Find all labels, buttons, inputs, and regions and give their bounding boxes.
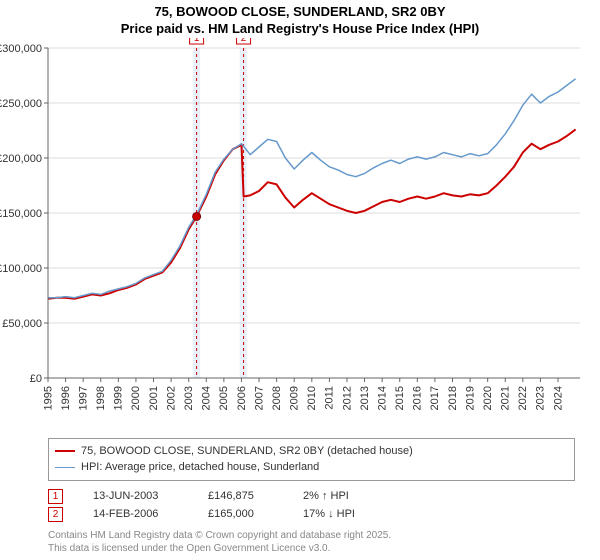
x-tick-label: 1998 [95,386,107,410]
title-line-1: 75, BOWOOD CLOSE, SUNDERLAND, SR2 0BY [0,4,600,21]
annotation-pct: 2% ↑ HPI [303,487,393,506]
legend-row: 75, BOWOOD CLOSE, SUNDERLAND, SR2 0BY (d… [55,443,568,460]
footer-note: Contains HM Land Registry data © Crown c… [48,529,575,555]
y-tick-label: £150,000 [0,208,42,220]
x-tick-label: 2015 [394,386,406,410]
x-tick-label: 2013 [359,386,371,410]
y-tick-label: £250,000 [0,98,42,110]
x-tick-label: 2018 [447,386,459,410]
annotation-marker: 2 [48,507,63,522]
legend-label: 75, BOWOOD CLOSE, SUNDERLAND, SR2 0BY (d… [81,443,413,460]
annotation-table: 1 13-JUN-2003 £146,875 2% ↑ HPI 2 14-FEB-2006… [48,487,575,524]
y-tick-label: £0 [30,373,42,385]
x-tick-label: 2007 [253,386,265,410]
sale-marker-dot [193,212,201,220]
annotation-price: £165,000 [208,505,273,524]
annotation-marker: 1 [48,489,63,504]
x-tick-label: 2000 [130,386,142,410]
legend-swatch [55,450,75,452]
legend: 75, BOWOOD CLOSE, SUNDERLAND, SR2 0BY (d… [48,438,575,481]
annotation-price: £146,875 [208,487,273,506]
annotation-date: 13-JUN-2003 [93,487,178,506]
x-tick-label: 2008 [271,386,283,410]
annotation-row: 1 13-JUN-2003 £146,875 2% ↑ HPI [48,487,575,506]
legend-label: HPI: Average price, detached house, Sund… [81,459,319,476]
x-tick-label: 2005 [218,386,230,410]
x-tick-label: 2023 [535,386,547,410]
series-property [48,129,576,298]
x-tick-label: 2010 [306,386,318,410]
y-tick-label: £50,000 [2,318,42,330]
x-tick-label: 2014 [376,386,388,410]
x-tick-label: 2001 [148,386,160,410]
footer-line-2: This data is licensed under the Open Gov… [48,542,575,555]
x-tick-label: 1997 [77,386,89,410]
y-tick-label: £200,000 [0,153,42,165]
x-tick-label: 2019 [464,386,476,410]
y-tick-label: £300,000 [0,43,42,55]
marker-label-text: 2 [241,38,247,44]
y-tick-label: £100,000 [0,263,42,275]
x-tick-label: 2012 [341,386,353,410]
marker-label-text: 1 [194,38,200,44]
x-tick-label: 2021 [500,386,512,410]
x-tick-label: 2017 [429,386,441,410]
x-tick-label: 2016 [412,386,424,410]
chart-area: £0 £50,000 £100,000 £150,000 £200,000 £250,00… [0,38,600,438]
x-tick-label: 2020 [482,386,494,410]
annotation-row: 2 14-FEB-2006 £165,000 17% ↓ HPI [48,505,575,524]
legend-row: HPI: Average price, detached house, Sund… [55,459,568,476]
annotation-date: 14-FEB-2006 [93,505,178,524]
x-tick-label: 1996 [60,386,72,410]
x-tick-label: 1999 [113,386,125,410]
x-tick-label: 2004 [201,386,213,410]
footer-line-1: Contains HM Land Registry data © Crown c… [48,529,575,542]
x-tick-label: 2002 [165,386,177,410]
x-tick-label: 2011 [324,386,336,410]
x-tick-label: 1995 [42,386,54,410]
series-hpi [48,79,576,298]
title-line-2: Price paid vs. HM Land Registry's House … [0,21,600,38]
x-tick-label: 2009 [289,386,301,410]
annotation-pct: 17% ↓ HPI [303,505,393,524]
chart-title-block: 75, BOWOOD CLOSE, SUNDERLAND, SR2 0BY Pr… [0,0,600,38]
x-tick-label: 2006 [236,386,248,410]
x-tick-label: 2024 [552,386,564,410]
x-tick-label: 2003 [183,386,195,410]
chart-svg: £0 £50,000 £100,000 £150,000 £200,000 £250,00… [0,38,600,438]
x-tick-label: 2022 [517,386,529,410]
legend-swatch [55,467,75,468]
